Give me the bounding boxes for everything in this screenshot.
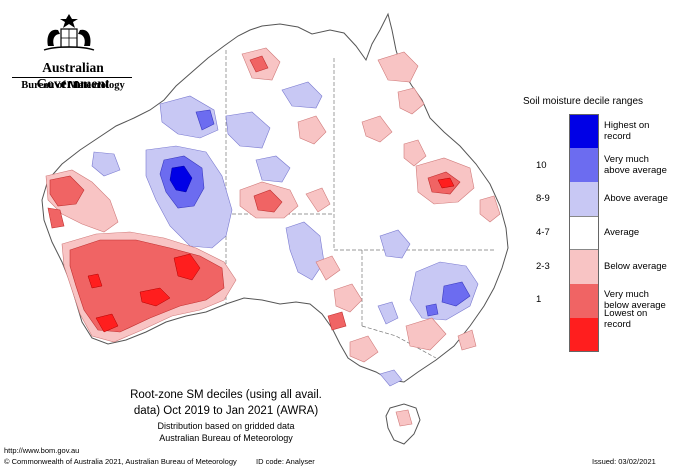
region-lowest-on-record	[139, 287, 171, 307]
footer-issued: Issued: 03/02/2021	[592, 457, 656, 466]
caption-line-3: Distribution based on gridded data	[157, 421, 295, 431]
bureau-title: Bureau of Meteorology	[21, 80, 125, 91]
region-below-average	[403, 139, 427, 167]
region-lowest-on-record	[87, 273, 103, 289]
legend-range-10: 10	[536, 160, 547, 171]
legend-range-2-3: 2-3	[536, 261, 550, 272]
legend-label-very-much-above: Very much above average	[604, 154, 667, 176]
caption-line-2: data) Oct 2019 to Jan 2021 (AWRA)	[133, 405, 319, 417]
legend-swatch-average	[569, 216, 599, 250]
region-below-average	[405, 317, 447, 351]
lowest-on-record-regions	[87, 177, 455, 333]
region-above-average	[225, 111, 271, 149]
region-below-average	[361, 115, 393, 143]
legend-swatch-below	[569, 250, 599, 284]
region-very-much-below-average	[327, 311, 347, 331]
region-very-much-below-average	[249, 55, 269, 73]
region-below-average	[349, 335, 379, 363]
footer-copyright: © Commonwealth of Australia 2021, Austra…	[4, 457, 237, 466]
legend-title: Soil moisture decile ranges	[523, 96, 644, 107]
footer-id-code: ID code: Analyser	[256, 457, 315, 466]
legend-range-1: 1	[536, 294, 542, 305]
legend-swatch-highest	[569, 114, 599, 148]
region-above-average	[281, 81, 323, 109]
region-below-average	[377, 51, 419, 83]
legend-range-4-7: 4-7	[536, 227, 550, 238]
region-below-average	[457, 329, 477, 351]
caption-line-4: Australian Bureau of Meteorology	[159, 433, 293, 443]
region-above-average	[255, 155, 291, 183]
region-very-much-above-average	[195, 109, 215, 131]
region-lowest-on-record	[173, 253, 201, 281]
region-lowest-on-record	[95, 313, 119, 333]
region-very-much-above-average	[441, 281, 471, 307]
legend-swatch-lowest	[569, 318, 599, 352]
region-above-average	[285, 221, 325, 281]
region-very-much-below-average	[49, 175, 85, 207]
region-below-average	[305, 187, 331, 213]
legend-label-below: Below average	[604, 261, 667, 272]
legend-swatch-above	[569, 182, 599, 216]
region-below-average	[297, 115, 327, 145]
legend-label-average: Average	[604, 227, 640, 238]
legend-label-above: Above average	[604, 193, 668, 204]
legend-frame	[569, 114, 599, 352]
region-above-average	[91, 151, 121, 177]
legend-swatch-very-much-below	[569, 284, 599, 318]
region-above-average	[379, 369, 403, 387]
region-above-average	[379, 229, 411, 259]
government-title: Australian Government	[36, 60, 110, 91]
legend-swatch-very-much-above	[569, 148, 599, 182]
region-very-much-below-average	[253, 189, 283, 213]
legend-label-lowest: Lowest on record	[604, 308, 648, 330]
region-very-much-above-average	[425, 303, 439, 317]
region-below-average	[395, 409, 413, 427]
legend-range-8-9: 8-9	[536, 193, 550, 204]
region-highest-on-record	[169, 165, 193, 193]
region-below-average	[397, 87, 425, 115]
region-below-average	[479, 195, 501, 223]
region-very-much-below-average	[47, 207, 65, 229]
region-below-average	[333, 283, 363, 313]
region-lowest-on-record	[437, 177, 455, 189]
legend-label-highest: Highest on record	[604, 120, 650, 142]
footer-url[interactable]: http://www.bom.gov.au	[4, 446, 80, 455]
coat-of-arms-icon	[43, 14, 95, 51]
caption-line-1: Root-zone SM deciles (using all avail.	[130, 389, 322, 401]
header-divider	[12, 77, 132, 78]
state-borders	[225, 50, 496, 359]
region-below-average	[315, 255, 341, 281]
legend-label-very-much-below: Very much below average	[604, 289, 666, 311]
region-above-average	[377, 301, 399, 325]
highest-on-record-regions	[169, 165, 193, 193]
